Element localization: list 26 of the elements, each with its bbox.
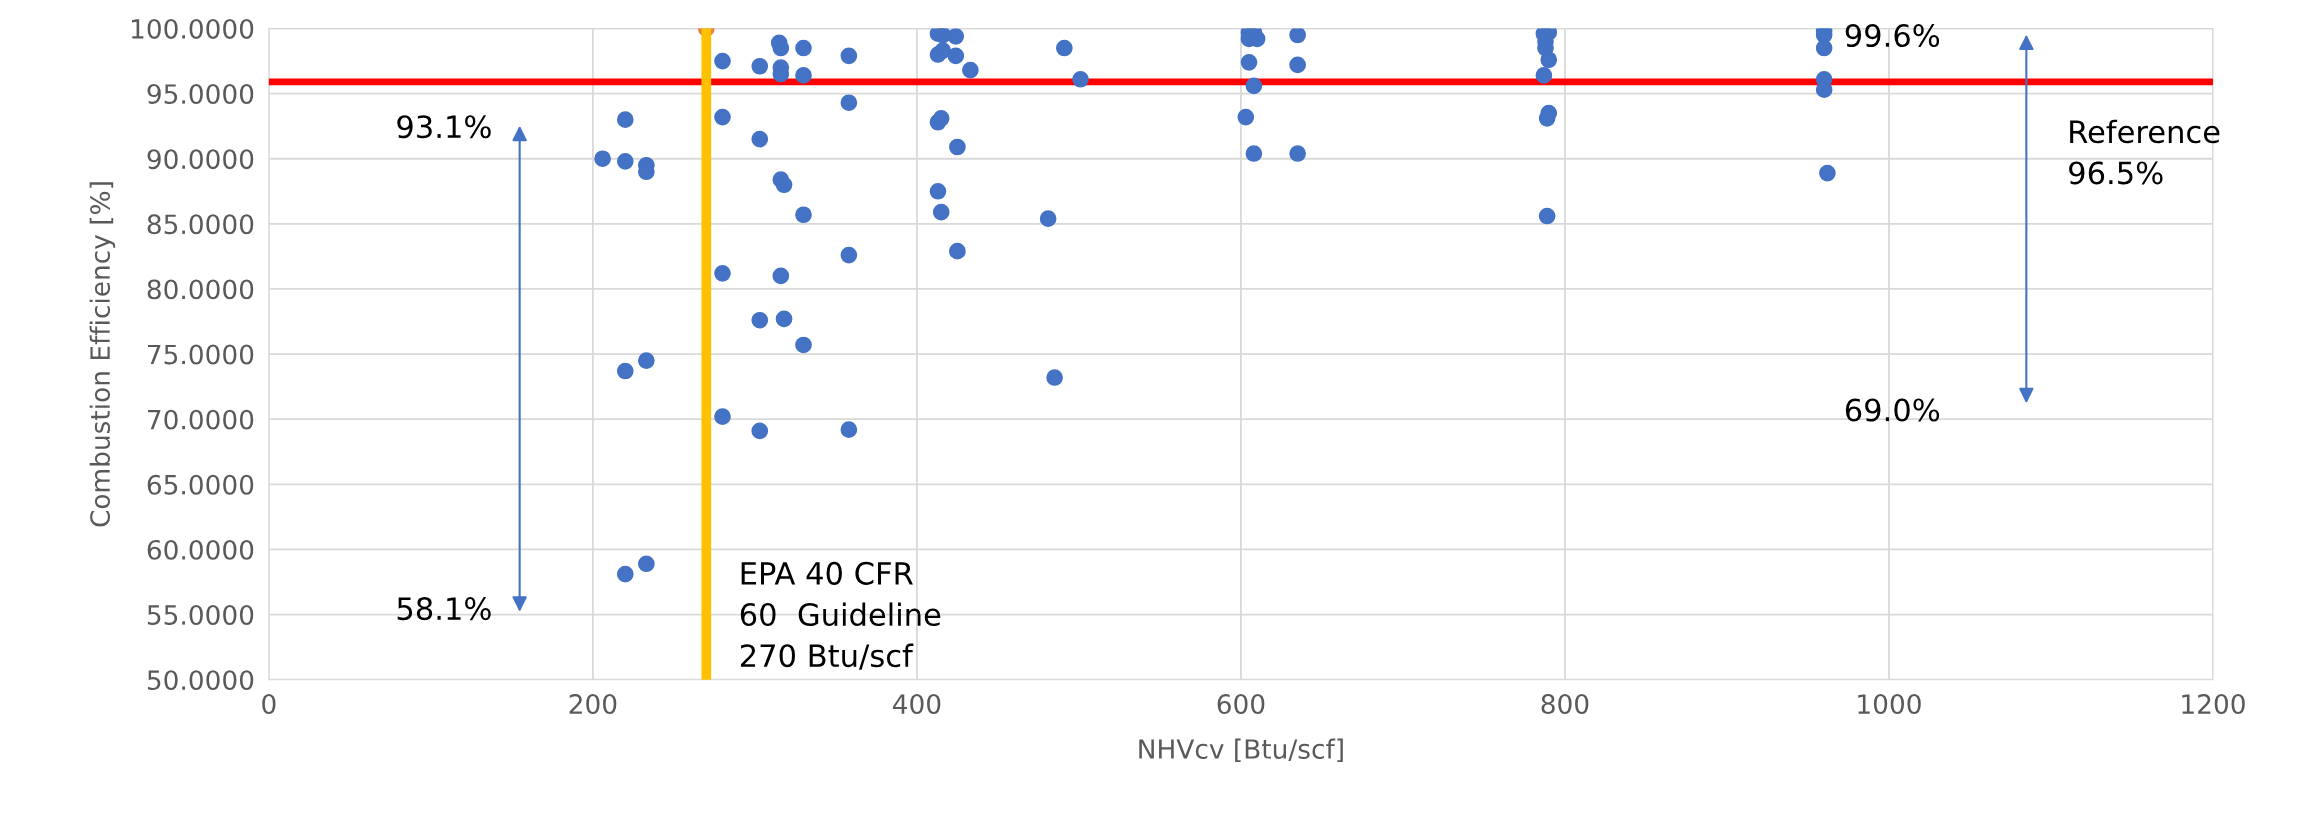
annotation: 99.6% [1845,24,1940,48]
x-tick-label: 200 [569,694,617,715]
y-tick-label: 85.0000 [147,214,254,235]
y-tick-label: 55.0000 [147,605,254,625]
y-tick-label: 100.0000 [131,18,254,39]
annotation: 58.1% [397,597,491,621]
x-axis-title: NHVcv [Btu/scf] [1139,738,1343,763]
annotation: 69.0% [1845,398,1940,422]
annotation: 93.1% [397,115,491,139]
y-tick-label: 75.0000 [148,344,254,365]
y-axis-title: Combustion Efficiency [%] [89,182,116,527]
y-tick-label: 90.0000 [147,149,254,170]
x-tick-label: 1000 [1858,694,1921,715]
annotation: Reference 96.5% [2069,119,2220,185]
x-tick-label: 400 [893,694,941,715]
x-tick-label: 0 [262,694,276,715]
y-tick-label: 80.0000 [147,279,254,300]
ref-line-label: EPA 40 CFR 60 Guideline 270 Btu/scf [740,561,941,670]
x-tick-label: 1200 [2182,694,2245,715]
y-tick-label: 50.0000 [147,670,254,691]
x-tick-label: 600 [1217,694,1265,715]
y-tick-label: 65.0000 [147,474,254,495]
y-tick-label: 60.0000 [147,539,254,560]
y-tick-label: 95.0000 [147,84,254,105]
x-tick-label: 800 [1541,694,1589,715]
y-tick-label: 70.0000 [148,409,254,430]
